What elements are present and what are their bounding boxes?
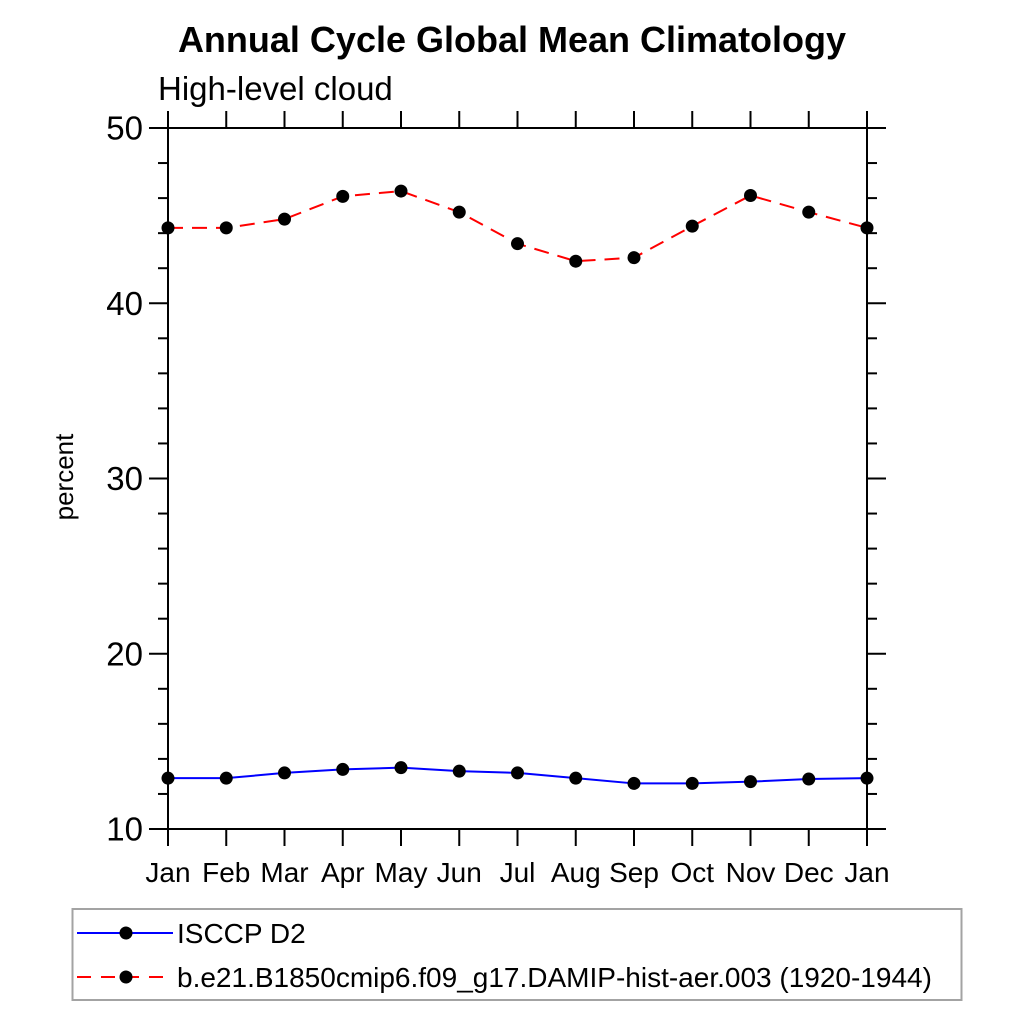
data-point-marker [802, 772, 816, 786]
plot-frame [167, 127, 868, 830]
legend-box [71, 908, 963, 1001]
data-point-marker [452, 205, 466, 219]
legend: ISCCP D2 b.e21.B1850cmip6.f09_g17.DAMIP-… [71, 908, 963, 1001]
data-point-marker [161, 771, 175, 785]
data-point-marker [860, 221, 874, 235]
data-point-marker [685, 219, 699, 233]
legend-label-series2: b.e21.B1850cmip6.f09_g17.DAMIP-hist-aer.… [177, 962, 932, 993]
x-tick-label: May [375, 857, 428, 888]
data-point-marker [511, 766, 524, 780]
data-point-marker [278, 212, 291, 226]
data-point-marker [511, 237, 524, 251]
x-axis-ticks [167, 111, 868, 846]
x-tick-label: Jan [844, 857, 889, 888]
x-tick-label: Oct [670, 857, 714, 888]
data-point-marker [569, 254, 583, 268]
x-tick-label: Sep [609, 857, 659, 888]
data-point-marker [627, 776, 641, 790]
data-point-marker [219, 771, 233, 785]
y-tick-label: 10 [106, 811, 143, 848]
data-point-marker [744, 188, 757, 202]
data-point-marker [161, 221, 175, 235]
y-axis-title: percent [49, 433, 79, 520]
x-tick-label: Nov [726, 857, 776, 888]
x-tick-label: Jan [145, 857, 190, 888]
data-series [161, 184, 874, 790]
x-tick-label: Jul [500, 857, 536, 888]
data-point-marker [278, 766, 291, 780]
data-point-marker [394, 184, 408, 198]
x-tick-labels: Jan Feb Mar Apr May Jun Jul Aug Sep Oct Nov Dec Jan [145, 857, 889, 888]
x-tick-label: Feb [202, 857, 250, 888]
y-axis-ticks [149, 127, 886, 830]
legend-label-series1: ISCCP D2 [177, 918, 306, 949]
data-point-marker [569, 771, 583, 785]
x-tick-label: Mar [260, 857, 308, 888]
data-point-marker [219, 221, 233, 235]
chart-subtitle: High-level cloud [158, 70, 393, 107]
data-point-marker [336, 189, 350, 203]
legend-marker-series2 [119, 970, 133, 984]
data-point-marker [394, 761, 408, 775]
data-point-marker [860, 771, 874, 785]
data-point-marker [336, 762, 350, 776]
x-tick-label: Apr [321, 857, 365, 888]
data-point-marker [685, 776, 699, 790]
data-point-marker [452, 764, 466, 778]
y-tick-label: 50 [106, 110, 143, 147]
y-tick-label: 20 [106, 635, 143, 672]
y-tick-label: 30 [106, 460, 143, 497]
x-tick-label: Dec [784, 857, 834, 888]
data-point-marker [744, 775, 757, 789]
x-tick-label: Jun [437, 857, 482, 888]
x-tick-label: Aug [551, 857, 601, 888]
chart-title: Annual Cycle Global Mean Climatology [178, 19, 846, 60]
legend-marker-series1 [119, 926, 133, 940]
y-tick-label: 40 [106, 285, 143, 322]
y-tick-labels: 10 20 30 40 50 [106, 110, 143, 848]
series-line-2 [168, 190, 868, 263]
data-point-marker [627, 251, 641, 265]
data-point-marker [802, 205, 816, 219]
